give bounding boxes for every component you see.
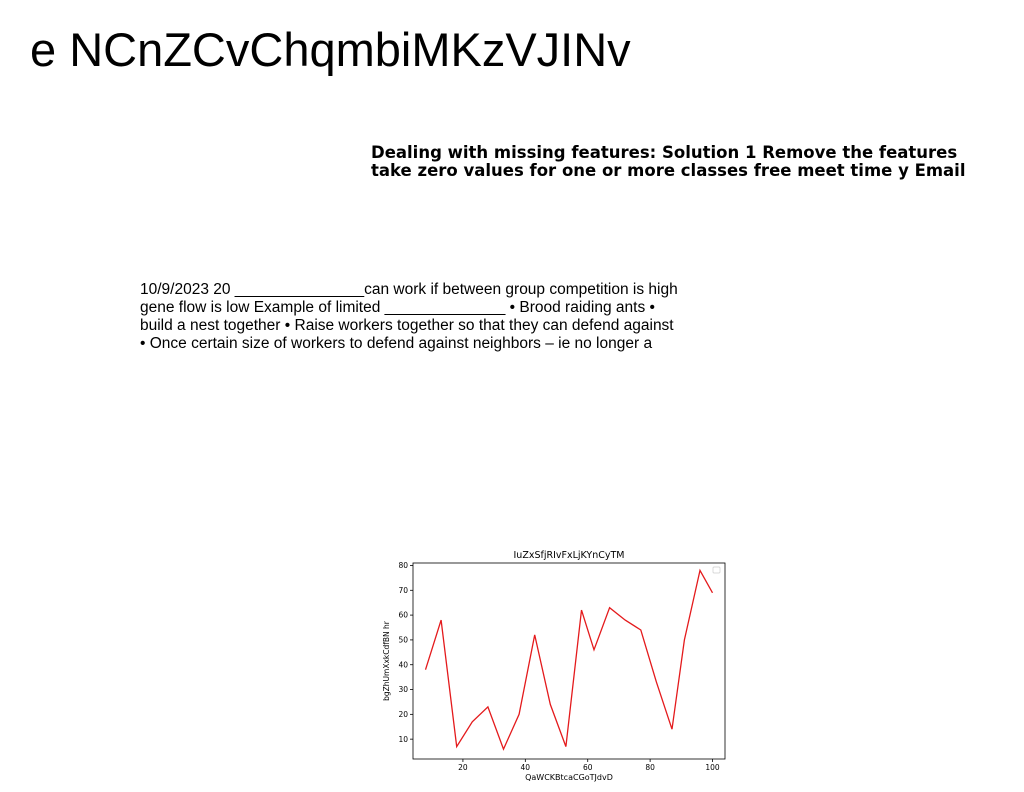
body-line: • Once certain size of workers to defend…	[140, 335, 653, 352]
plot-frame	[412, 562, 726, 760]
x-tick-label: 80	[645, 763, 655, 772]
series-line	[424, 568, 714, 751]
y-tick-label: 60	[398, 611, 408, 620]
y-tick-label: 80	[398, 561, 408, 570]
page-title: e NCnZCvChqmbiMKzVJINv	[30, 23, 631, 76]
bold-heading-line: take zero values for one or more classes…	[371, 161, 966, 180]
line-chart-svg: IuZxSfjRIvFxLjKYnCyTM QaWCKBtcaCGoTJdvD …	[382, 550, 726, 782]
body-line: gene flow is low Example of limited ____…	[140, 299, 655, 316]
body-paragraph: 10/9/2023 20 _______________can work if …	[140, 281, 740, 353]
y-tick-label: 40	[398, 660, 408, 669]
body-line: build a nest together • Raise workers to…	[140, 317, 674, 334]
bold-heading-text: Dealing with missing features: Solution …	[371, 144, 971, 180]
y-tick-label: 20	[398, 710, 408, 719]
x-tick-label: 20	[458, 763, 468, 772]
y-tick-label: 70	[398, 586, 408, 595]
bold-heading-line: Dealing with missing features: Solution …	[371, 143, 958, 162]
line-chart: IuZxSfjRIvFxLjKYnCyTM QaWCKBtcaCGoTJdvD …	[378, 545, 728, 787]
x-axis-label: QaWCKBtcaCGoTJdvD	[525, 773, 613, 782]
x-tick-label: 60	[583, 763, 593, 772]
body-line: 10/9/2023 20 _______________can work if …	[140, 281, 678, 298]
y-axis-label: bgZhUmXxkCdfBN hr	[382, 620, 391, 701]
y-tick-label: 10	[398, 735, 408, 744]
x-tick-label: 100	[705, 763, 720, 772]
legend-box	[712, 566, 721, 574]
chart-title: IuZxSfjRIvFxLjKYnCyTM	[514, 550, 625, 561]
x-tick-label: 40	[521, 763, 531, 772]
y-tick-label: 50	[398, 636, 408, 645]
y-tick-label: 30	[398, 685, 408, 694]
